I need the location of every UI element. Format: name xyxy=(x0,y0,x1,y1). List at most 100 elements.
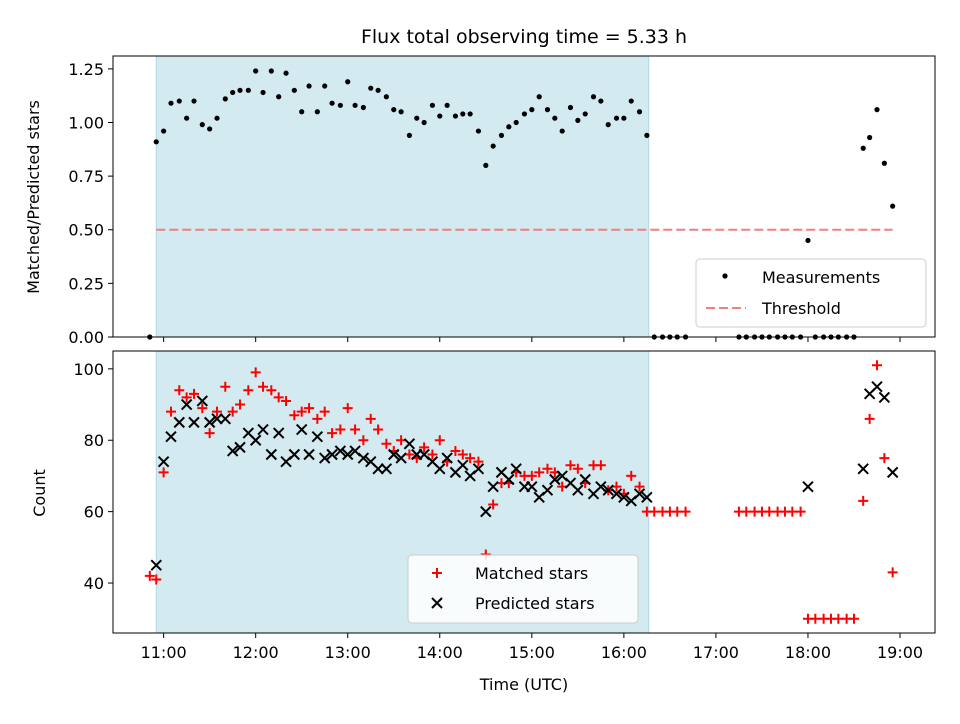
predicted-stars-point xyxy=(326,448,338,461)
predicted-stars-point xyxy=(334,445,347,457)
predicted-stars-point xyxy=(150,559,162,571)
matched-stars-point xyxy=(144,570,155,581)
matched-stars-point xyxy=(526,470,537,481)
matched-stars-point xyxy=(289,410,300,421)
measurement-point xyxy=(322,83,328,89)
predicted-stars-point xyxy=(357,452,370,464)
predicted-stars-point xyxy=(342,448,354,461)
predicted-stars-point xyxy=(572,484,584,496)
predicted-stars-point xyxy=(602,484,614,496)
measurement-point xyxy=(636,109,643,115)
matched-stars-point xyxy=(419,442,430,453)
measurement-point xyxy=(529,107,535,113)
predicted-stars-point xyxy=(249,434,262,446)
measurement-point xyxy=(291,87,297,93)
legend: Measurements Threshold xyxy=(695,258,927,328)
legend: Matched stars Predicted stars xyxy=(407,554,639,624)
measurement-point xyxy=(513,119,519,126)
predicted-stars-point xyxy=(595,480,607,493)
predicted-stars-point xyxy=(196,395,208,407)
legend-matched-marker xyxy=(432,568,442,578)
measurement-point xyxy=(867,134,873,141)
predicted-stars-point xyxy=(388,448,400,461)
measurement-point xyxy=(559,128,565,134)
measurement-point xyxy=(191,98,197,104)
predicted-stars-point xyxy=(802,480,814,493)
measurement-point xyxy=(644,132,650,138)
measurement-point xyxy=(391,107,397,113)
measurement-point xyxy=(368,85,374,91)
measurement-point xyxy=(283,70,289,76)
x-tick-label: 13:00 xyxy=(325,643,371,662)
y-tick-label: 0.25 xyxy=(68,274,104,293)
matched-stars-point xyxy=(212,406,223,417)
top-y-axis-label: Matched/Predicted stars xyxy=(24,100,43,294)
measurement-point xyxy=(360,104,366,111)
matched-stars-point xyxy=(250,367,261,378)
predicted-stars-point xyxy=(549,473,561,486)
legend-predicted-label: Predicted stars xyxy=(475,594,595,613)
matched-stars-point xyxy=(189,388,200,399)
axes-frame xyxy=(112,350,936,634)
matched-stars-point xyxy=(296,406,307,417)
predicted-stars-point xyxy=(526,480,538,493)
matched-stars-point xyxy=(197,403,208,414)
measurement-point xyxy=(352,102,358,108)
matched-stars-point xyxy=(634,481,645,492)
predicted-stars-point xyxy=(265,448,278,461)
measurement-point xyxy=(628,98,634,104)
measurement-point xyxy=(230,89,236,96)
matched-stars-point xyxy=(626,470,637,481)
measurement-point xyxy=(375,87,381,93)
matched-stars-point xyxy=(204,428,215,439)
y-tick-label: 40 xyxy=(84,574,104,593)
matched-stars-point xyxy=(350,424,361,435)
measurement-point xyxy=(268,68,274,74)
matched-stars-point xyxy=(243,385,254,396)
legend-measurements-marker xyxy=(722,273,728,279)
matched-stars-point xyxy=(450,445,461,456)
x-tick-label: 18:00 xyxy=(785,643,831,662)
measurement-point xyxy=(260,89,266,96)
legend-threshold-label: Threshold xyxy=(761,299,841,318)
measurement-point xyxy=(299,109,305,115)
matched-stars-point xyxy=(373,424,384,435)
matched-stars-point xyxy=(181,392,192,403)
measurement-point xyxy=(345,79,351,85)
measurement-point xyxy=(890,203,896,209)
matched-stars-point xyxy=(848,613,859,624)
matched-stars-point xyxy=(227,406,238,417)
predicted-stars-point xyxy=(878,391,891,404)
matched-stars-point xyxy=(457,449,468,460)
matched-stars-point xyxy=(534,467,545,478)
measurement-point xyxy=(337,102,343,108)
matched-stars-point xyxy=(165,406,176,417)
matched-stars-point xyxy=(266,385,277,396)
measurement-point xyxy=(253,68,259,74)
measurement-point xyxy=(414,115,420,121)
matched-stars-point xyxy=(220,381,231,392)
legend-measurements-label: Measurements xyxy=(762,268,880,287)
measurement-point xyxy=(222,96,228,102)
x-tick-label: 11:00 xyxy=(141,643,187,662)
matched-stars-point xyxy=(427,449,438,460)
predicted-stars-point xyxy=(480,505,492,518)
measurement-point xyxy=(483,162,489,168)
measurement-point xyxy=(276,94,282,100)
measurement-point xyxy=(383,94,389,100)
predicted-stars-point xyxy=(857,463,869,475)
matched-stars-point xyxy=(565,460,576,471)
y-tick-label: 100 xyxy=(73,360,104,379)
measurement-point xyxy=(544,107,551,113)
measurement-point xyxy=(621,115,627,121)
matched-stars-point xyxy=(879,453,890,464)
measurement-point xyxy=(161,128,167,134)
predicted-stars-point xyxy=(257,423,269,436)
predicted-stars-point xyxy=(165,430,177,443)
chart-title: Flux total observing time = 5.33 h xyxy=(361,26,687,48)
x-tick-label: 14:00 xyxy=(417,643,463,662)
measurement-point xyxy=(874,107,880,113)
x-axis-label: Time (UTC) xyxy=(479,675,568,694)
measurement-point xyxy=(536,94,542,100)
predicted-stars-point xyxy=(211,413,223,425)
